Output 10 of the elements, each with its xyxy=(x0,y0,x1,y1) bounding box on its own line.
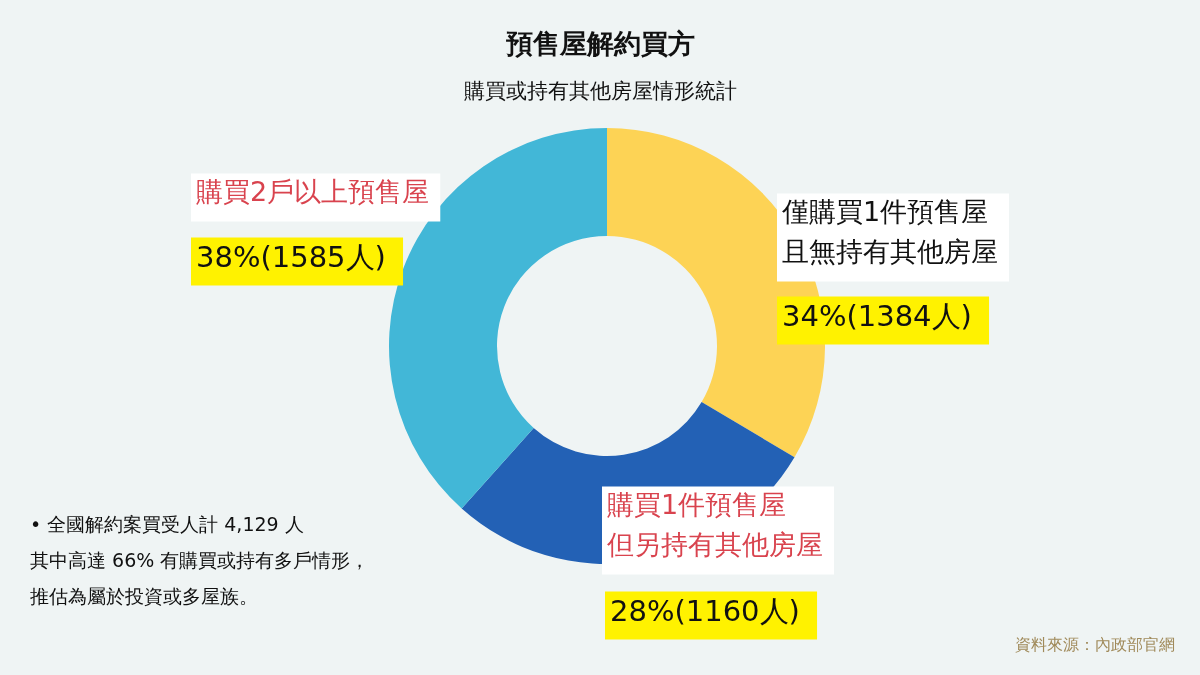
data-label: 38%(1585人) xyxy=(196,240,386,274)
chart-title: 預售屋解約買方 xyxy=(504,28,695,59)
slice-label: 僅購買1件預售屋且無持有其他房屋 xyxy=(781,196,998,267)
data-label: 28%(1160人) xyxy=(610,594,800,628)
text: • 全國解約案買受人計 4,129 人其中高達 66% 有購買或持有多戶情形，推估為屬於投資或多屋族。 xyxy=(30,513,370,607)
slice-label: 購買2戶以上預售屋 xyxy=(196,176,430,207)
source-note: 資料來源：內政部官網 xyxy=(1015,635,1175,654)
slice-label: 購買1件預售屋但另持有其他房屋 xyxy=(607,489,823,560)
data-label: 34%(1384人) xyxy=(782,299,972,333)
chart-subtitle: 購買或持有其他房屋情形統計 xyxy=(463,79,737,103)
